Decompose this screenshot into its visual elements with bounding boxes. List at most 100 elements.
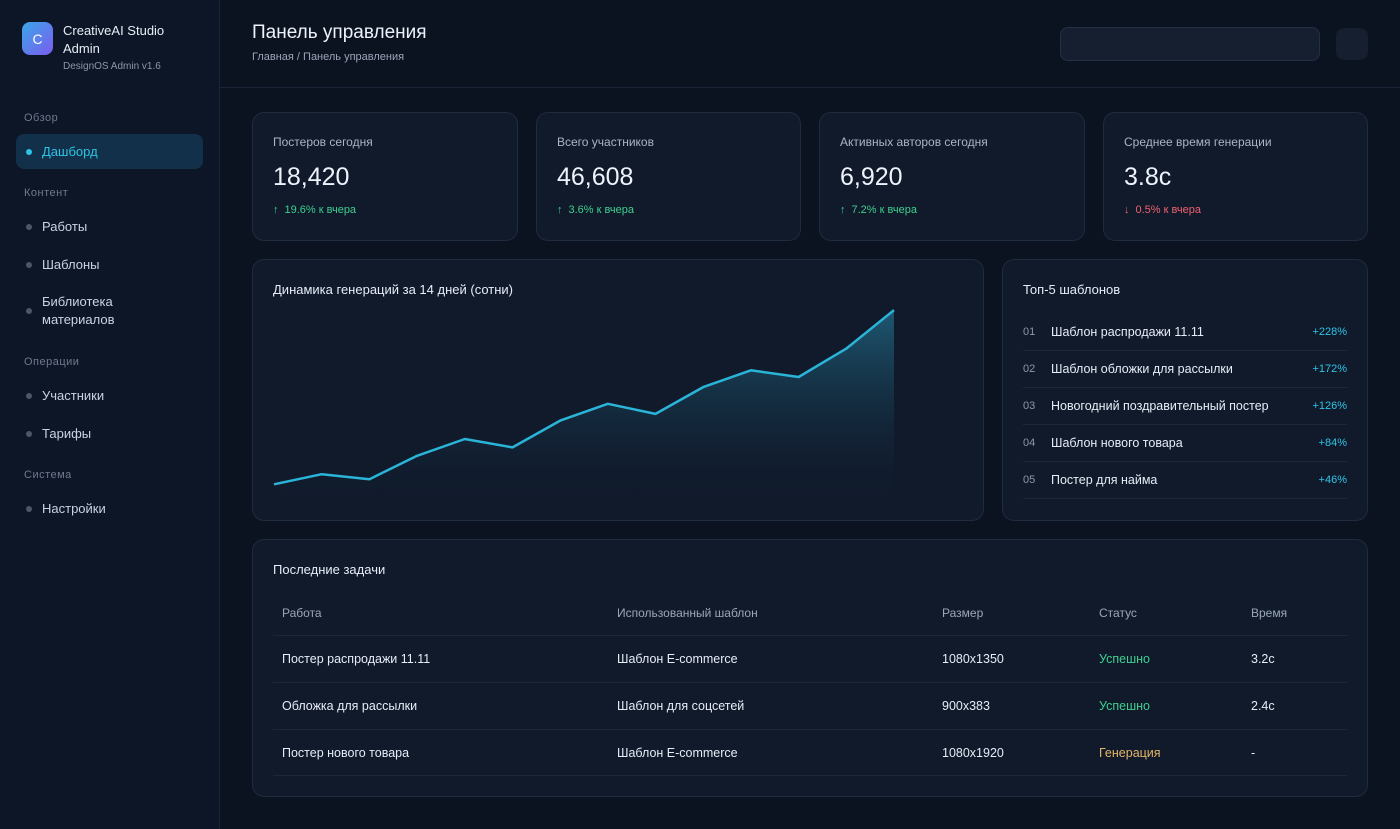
stat-change-text: 7.2% к вчера	[851, 204, 917, 216]
stat-change-text: 3.6% к вчера	[568, 204, 634, 216]
nav-section-overview: Обзор	[24, 112, 59, 124]
chart-area-fill	[274, 310, 894, 501]
template-name: Новогодний поздравительный постер	[1051, 399, 1269, 413]
cell-size: 1080x1350	[942, 652, 1004, 666]
cell-size: 1080x1920	[942, 746, 1004, 760]
top-template-item[interactable]: 03 Новогодний поздравительный постер +12…	[1023, 388, 1347, 425]
search-input[interactable]	[1060, 27, 1320, 61]
chart-title: Динамика генераций за 14 дней (сотни)	[273, 282, 514, 297]
status-badge: Успешно	[1099, 699, 1150, 713]
cell-work: Постер распродажи 11.11	[282, 652, 431, 666]
bullet-dot-icon	[26, 261, 32, 268]
arrow-down-icon: ↓	[1124, 204, 1130, 216]
bullet-dot-icon	[26, 148, 32, 155]
cell-size: 900x383	[942, 699, 990, 713]
bullet-dot-icon	[26, 430, 32, 437]
sidebar-item-label: Библиотека материалов	[42, 294, 115, 327]
growth-value: +126%	[1312, 400, 1347, 412]
stat-label: Активных авторов сегодня	[840, 135, 988, 149]
brand-logo: C	[22, 22, 53, 55]
template-name: Шаблон обложки для рассылки	[1051, 362, 1233, 376]
sidebar-item-library[interactable]: Библиотека материалов	[16, 290, 203, 332]
table-row[interactable]: Постер распродажи 11.11 Шаблон E-commerc…	[273, 635, 1347, 682]
table-row[interactable]: Обложка для рассылки Шаблон для соцсетей…	[273, 682, 1347, 729]
breadcrumb[interactable]: Главная / Панель управления	[252, 51, 405, 63]
column-header-template[interactable]: Использованный шаблон	[617, 606, 758, 620]
stat-change: ↑ 19.6% к вчера	[273, 204, 356, 216]
chart-series-line	[273, 309, 895, 486]
stat-value: 3.8с	[1124, 163, 1172, 191]
column-header-size[interactable]: Размер	[942, 606, 984, 620]
header-action-button[interactable]	[1336, 28, 1368, 60]
sidebar-item-label: Работы	[42, 219, 88, 234]
nav-section-system: Система	[24, 469, 72, 481]
stat-label: Среднее время генерации	[1124, 135, 1272, 149]
cell-template: Шаблон для соцсетей	[617, 699, 745, 713]
top-template-item[interactable]: 05 Постер для найма +46%	[1023, 462, 1347, 499]
top-templates-title: Топ-5 шаблонов	[1023, 282, 1121, 297]
top-templates-card: Топ-5 шаблонов 01 Шаблон распродажи 11.1…	[1002, 259, 1368, 521]
stat-card-members: Всего участников 46,608 ↑ 3.6% к вчера	[536, 112, 801, 241]
stat-change: ↑ 3.6% к вчера	[557, 204, 634, 216]
arrow-up-icon: ↑	[840, 204, 846, 216]
stat-change-text: 0.5% к вчера	[1135, 204, 1201, 216]
stat-value: 18,420	[273, 163, 350, 191]
header: Панель управления Главная / Панель управ…	[220, 0, 1400, 88]
cell-time: -	[1251, 746, 1256, 760]
table-row[interactable]: Постер нового товара Шаблон E-commerce 1…	[273, 729, 1347, 776]
top-template-item[interactable]: 02 Шаблон обложки для рассылки +172%	[1023, 351, 1347, 388]
cell-template: Шаблон E-commerce	[617, 652, 738, 666]
arrow-up-icon: ↑	[557, 204, 563, 216]
growth-value: +228%	[1312, 326, 1347, 338]
top-template-item[interactable]: 01 Шаблон распродажи 11.11 +228%	[1023, 314, 1347, 351]
cell-time: 3.2с	[1251, 652, 1275, 666]
sidebar-item-label: Тарифы	[42, 426, 92, 441]
area-chart	[273, 309, 895, 501]
stat-card-posters: Постеров сегодня 18,420 ↑ 19.6% к вчера	[252, 112, 518, 241]
template-name: Шаблон распродажи 11.11	[1051, 325, 1204, 339]
nav-section-content: Контент	[24, 187, 69, 199]
sidebar: C CreativeAI Studio Admin DesignOS Admin…	[0, 0, 220, 829]
cell-template: Шаблон E-commerce	[617, 746, 738, 760]
stat-change: ↑ 7.2% к вчера	[840, 204, 917, 216]
rank-number: 04	[1023, 437, 1036, 449]
brand[interactable]: C CreativeAI Studio Admin DesignOS Admin…	[22, 22, 183, 72]
sidebar-item-settings[interactable]: Настройки	[16, 491, 203, 526]
growth-value: +84%	[1318, 437, 1347, 449]
rank-number: 03	[1023, 400, 1036, 412]
column-header-time[interactable]: Время	[1251, 606, 1288, 620]
template-name: Шаблон нового товара	[1051, 436, 1183, 450]
cell-work: Обложка для рассылки	[282, 699, 418, 713]
stat-label: Всего участников	[557, 135, 654, 149]
sidebar-item-templates[interactable]: Шаблоны	[16, 247, 203, 282]
sidebar-item-works[interactable]: Работы	[16, 209, 203, 244]
sidebar-item-plans[interactable]: Тарифы	[16, 416, 203, 451]
stat-change-text: 19.6% к вчера	[284, 204, 357, 216]
arrow-up-icon: ↑	[273, 204, 279, 216]
stat-card-avg-time: Среднее время генерации 3.8с ↓ 0.5% к вч…	[1103, 112, 1368, 241]
stat-value: 46,608	[557, 163, 634, 191]
sidebar-item-label: Дашборд	[42, 144, 98, 159]
stat-card-active-authors: Активных авторов сегодня 6,920 ↑ 7.2% к …	[819, 112, 1085, 241]
rank-number: 02	[1023, 363, 1036, 375]
sidebar-item-label: Шаблоны	[42, 257, 100, 272]
top-template-item[interactable]: 04 Шаблон нового товара +84%	[1023, 425, 1347, 462]
recent-tasks-card: Последние задачи Работа Использованный ш…	[252, 539, 1368, 797]
chart-card: Динамика генераций за 14 дней (сотни)	[252, 259, 984, 521]
status-badge: Генерация	[1099, 746, 1161, 760]
column-header-status[interactable]: Статус	[1099, 606, 1137, 620]
recent-tasks-title: Последние задачи	[273, 562, 386, 577]
sidebar-item-members[interactable]: Участники	[16, 378, 203, 413]
cell-work: Постер нового товара	[282, 746, 410, 760]
rank-number: 01	[1023, 326, 1036, 338]
rank-number: 05	[1023, 474, 1036, 486]
template-name: Постер для найма	[1051, 473, 1158, 487]
column-header-work[interactable]: Работа	[282, 606, 322, 620]
sidebar-item-dashboard[interactable]: Дашборд	[16, 134, 203, 169]
page-title: Панель управления	[252, 22, 427, 43]
chart-points	[273, 310, 895, 485]
bullet-dot-icon	[26, 505, 32, 512]
growth-value: +46%	[1318, 474, 1347, 486]
bullet-dot-icon	[26, 308, 32, 314]
brand-title: CreativeAI Studio Admin	[63, 23, 165, 56]
